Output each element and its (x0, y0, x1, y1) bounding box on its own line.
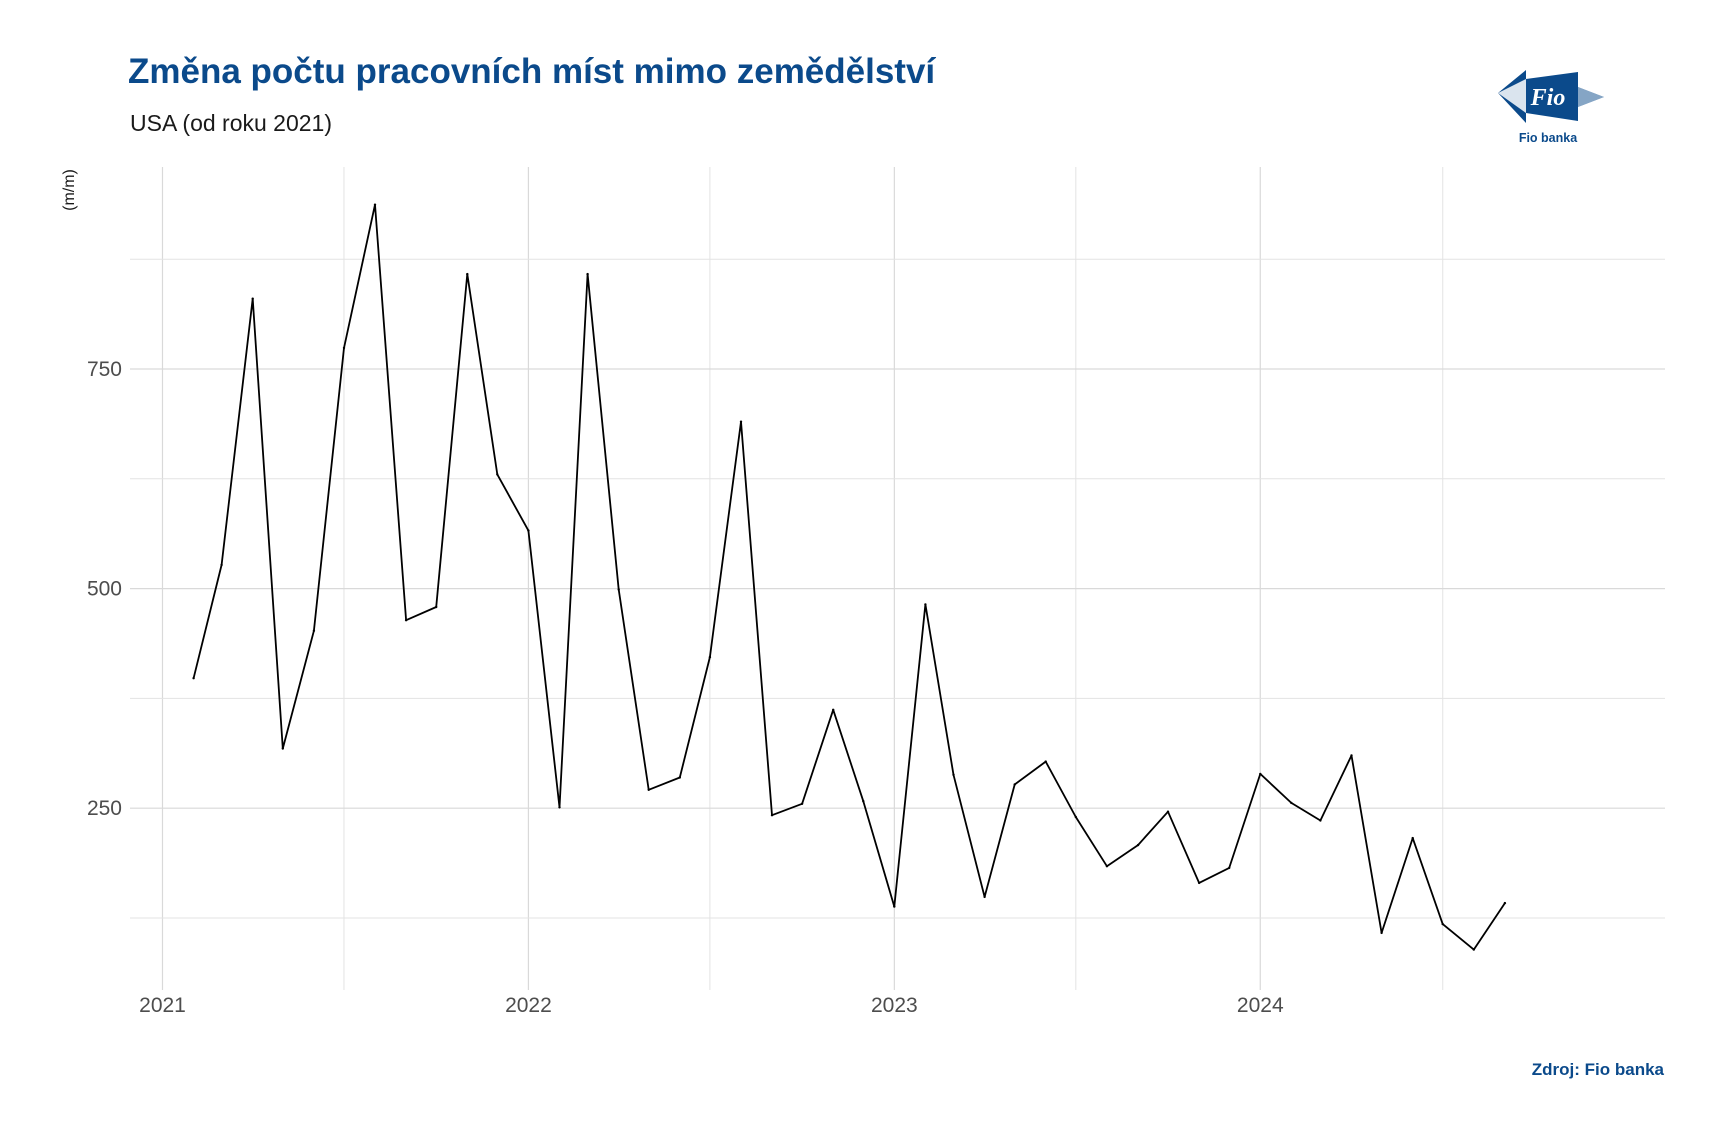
y-tick-label: 750 (87, 358, 122, 381)
data-point (1259, 772, 1262, 776)
data-point (952, 773, 955, 776)
data-point (832, 708, 835, 711)
y-axis-tick-labels: 250 500 750 (87, 358, 122, 820)
data-point (1197, 881, 1201, 885)
data-point (862, 800, 865, 803)
data-point (983, 895, 986, 899)
data-point (251, 297, 254, 300)
chart-subtitle: USA (od roku 2021) (130, 110, 333, 136)
data-point (1380, 931, 1383, 935)
chart-title: Změna počtu pracovních míst mimo zeměděl… (128, 52, 936, 91)
logo-mark-text: Fio (1530, 85, 1566, 111)
source-note: Zdroj: Fio banka (1531, 1060, 1664, 1079)
data-point (558, 806, 561, 809)
data-point (1441, 922, 1444, 926)
data-point (220, 563, 223, 567)
x-tick-label: 2023 (871, 994, 918, 1017)
data-point (404, 619, 408, 622)
data-point (1503, 901, 1507, 905)
data-point (1044, 760, 1047, 763)
data-point (1228, 866, 1231, 870)
data-point (192, 677, 195, 680)
data-point (1350, 754, 1353, 757)
data-point (739, 420, 743, 423)
data-point (373, 203, 377, 206)
horizontal-gridlines (130, 258, 1665, 919)
data-point (586, 272, 589, 276)
fio-banka-logo: Fio Fio banka (1496, 68, 1606, 150)
data-point (770, 814, 774, 817)
series-layer (192, 203, 1507, 951)
data-point (924, 603, 927, 606)
data-point (312, 629, 316, 632)
logo-caption: Fio banka (1519, 131, 1578, 145)
data-point (1319, 819, 1322, 822)
series-line (192, 203, 1506, 951)
data-point (800, 802, 804, 805)
data-point (1013, 783, 1016, 786)
data-point (342, 346, 346, 350)
data-point (496, 473, 499, 476)
data-point (708, 655, 712, 659)
vertical-gridlines (161, 167, 1444, 990)
data-point (1166, 810, 1170, 813)
data-point (281, 747, 284, 750)
x-tick-label: 2022 (505, 994, 552, 1017)
x-axis-tick-labels: 2021 2022 2023 2024 (139, 994, 1284, 1017)
data-point (1074, 815, 1078, 819)
data-point (1290, 801, 1293, 805)
data-point (1105, 865, 1109, 868)
y-tick-label: 500 (87, 578, 122, 601)
y-axis-label: (m/m) (61, 169, 78, 211)
fio-flag-logo-icon: Fio Fio banka (1498, 70, 1604, 145)
data-point (466, 272, 469, 276)
data-point (1472, 948, 1476, 951)
data-point (617, 588, 620, 591)
data-point (1411, 836, 1414, 840)
data-point (647, 788, 650, 791)
data-point (527, 529, 530, 532)
data-point (678, 776, 681, 779)
data-point (893, 905, 896, 908)
data-point (1136, 843, 1140, 847)
data-point (435, 605, 438, 609)
x-tick-label: 2021 (139, 994, 186, 1017)
y-tick-label: 250 (87, 797, 122, 820)
x-tick-label: 2024 (1237, 994, 1284, 1017)
